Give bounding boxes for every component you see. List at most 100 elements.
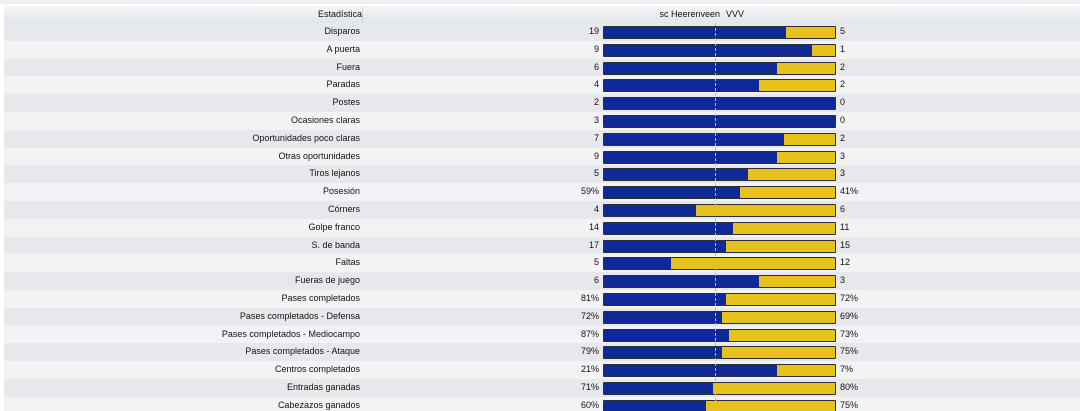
home-value: 21%	[580, 364, 599, 375]
home-value: 6	[593, 61, 599, 72]
comparison-bar	[603, 114, 836, 128]
home-value: 72%	[580, 310, 599, 321]
away-value: 72%	[840, 292, 859, 303]
stat-row[interactable]: Ocasiones claras 3 0	[4, 111, 1080, 130]
comparison-bar	[603, 310, 836, 324]
stat-label: Centros completados	[274, 364, 360, 375]
comparison-bar	[603, 26, 836, 39]
stat-row[interactable]: Postes 2 0	[4, 94, 1080, 112]
home-value: 4	[593, 203, 599, 214]
home-value: 14	[588, 221, 599, 232]
home-share-fill	[604, 62, 778, 74]
stat-row[interactable]: Fuera 6 2	[4, 58, 1080, 77]
stat-row[interactable]: Golpe franco 14 11	[4, 218, 1080, 237]
stat-label: Pases completados	[281, 292, 360, 303]
home-value: 19	[588, 26, 599, 36]
home-share-fill	[604, 80, 759, 92]
comparison-bar	[603, 203, 836, 217]
away-value: 3	[840, 150, 846, 161]
away-value: 80%	[840, 381, 859, 392]
home-share-fill	[604, 169, 749, 181]
away-value: 75%	[840, 346, 859, 357]
stat-label: A puerta	[326, 43, 360, 54]
away-value: 69%	[840, 310, 859, 321]
comparison-bar	[603, 346, 836, 360]
comparison-bar	[603, 97, 836, 111]
away-value: 6	[840, 203, 846, 214]
home-share-fill	[604, 222, 734, 234]
stat-row[interactable]: Pases completados - Defensa 72% 69%	[4, 307, 1080, 326]
stat-label: Oportunidades poco claras	[252, 132, 360, 143]
comparison-bar	[603, 381, 836, 395]
stat-row[interactable]: Fueras de juego 6 3	[4, 272, 1080, 290]
stats-header: Estadística sc Heerenveen VVV	[4, 6, 1080, 24]
stat-label: Entradas ganadas	[286, 381, 360, 392]
comparison-bar	[603, 239, 836, 253]
stat-label: Disparos	[324, 26, 360, 36]
home-share-fill	[604, 276, 759, 288]
home-share-fill	[604, 115, 835, 127]
stat-row[interactable]: S. de banda 17 15	[4, 236, 1080, 255]
stat-label: Golpe franco	[308, 221, 360, 232]
away-value: 7%	[840, 364, 854, 375]
comparison-bar	[603, 150, 836, 164]
home-share-fill	[604, 311, 722, 323]
home-value: 9	[593, 43, 599, 54]
stat-label: Postes	[332, 97, 360, 108]
stat-label: Paradas	[326, 79, 360, 90]
column-header-statistic[interactable]: Estadística	[4, 6, 363, 23]
comparison-bar	[603, 186, 836, 200]
stats-rows: Disparos 19 5 A puerta 9 1 Fuera 6 2 Paradas 4 2 Pos…	[4, 23, 1080, 411]
home-share-fill	[604, 133, 785, 145]
home-value: 81%	[580, 292, 599, 303]
home-share-fill	[604, 382, 713, 394]
comparison-bar	[603, 79, 836, 93]
stat-label: Fueras de juego	[294, 275, 360, 286]
home-value: 59%	[580, 186, 599, 197]
stat-row[interactable]: Posesión 59% 41%	[4, 183, 1080, 201]
stat-row[interactable]: Oportunidades poco claras 7 2	[4, 129, 1080, 148]
home-value: 2	[593, 97, 599, 108]
away-value: 1	[840, 43, 846, 54]
away-value: 0	[840, 97, 846, 108]
stat-label: Ocasiones claras	[290, 114, 360, 125]
comparison-bar	[603, 61, 836, 75]
stat-label: Córners	[327, 203, 360, 214]
comparison-bar	[603, 257, 836, 271]
comparison-bar	[603, 364, 836, 378]
stat-row[interactable]: Pases completados - Ataque 79% 75%	[4, 343, 1080, 362]
away-value: 0	[840, 114, 846, 125]
stat-row[interactable]: Entradas ganadas 71% 80%	[4, 378, 1080, 397]
stat-row[interactable]: A puerta 9 1	[4, 40, 1080, 59]
away-value: 5	[840, 26, 846, 36]
stat-row[interactable]: Tiros lejanos 5 3	[4, 165, 1080, 184]
comparison-bar	[603, 43, 836, 57]
stat-row[interactable]: Otras oportunidades 9 3	[4, 147, 1080, 166]
away-value: 75%	[840, 399, 859, 410]
stat-row[interactable]: Faltas 5 12	[4, 254, 1080, 273]
stat-label: Cabezazos ganados	[277, 399, 360, 410]
stat-row[interactable]: Centros completados 21% 7%	[4, 361, 1080, 379]
comparison-bar	[603, 399, 836, 411]
away-value: 3	[840, 275, 846, 286]
away-value: 2	[840, 79, 846, 90]
column-header-away-team[interactable]: VVV	[726, 9, 745, 19]
stat-label: Faltas	[335, 257, 360, 268]
home-share-fill	[604, 27, 787, 38]
column-header-home-team[interactable]: sc Heerenveen	[659, 9, 720, 19]
stat-row[interactable]: Cabezazos ganados 60% 75%	[4, 396, 1080, 411]
stat-row[interactable]: Córners 4 6	[4, 200, 1080, 219]
stat-label: S. de banda	[311, 239, 360, 250]
home-share-fill	[604, 329, 729, 341]
away-value: 3	[840, 168, 846, 179]
stat-row[interactable]: Pases completados - Mediocampo 87% 73%	[4, 325, 1080, 344]
away-value: 12	[840, 257, 851, 268]
home-share-fill	[604, 44, 812, 56]
home-share-fill	[604, 365, 778, 377]
stat-label: Pases completados - Defensa	[239, 310, 360, 321]
away-value: 11	[840, 221, 850, 232]
stat-row[interactable]: Paradas 4 2	[4, 76, 1080, 95]
stat-row[interactable]: Pases completados 81% 72%	[4, 289, 1080, 308]
stat-row[interactable]: Disparos 19 5	[4, 23, 1080, 41]
